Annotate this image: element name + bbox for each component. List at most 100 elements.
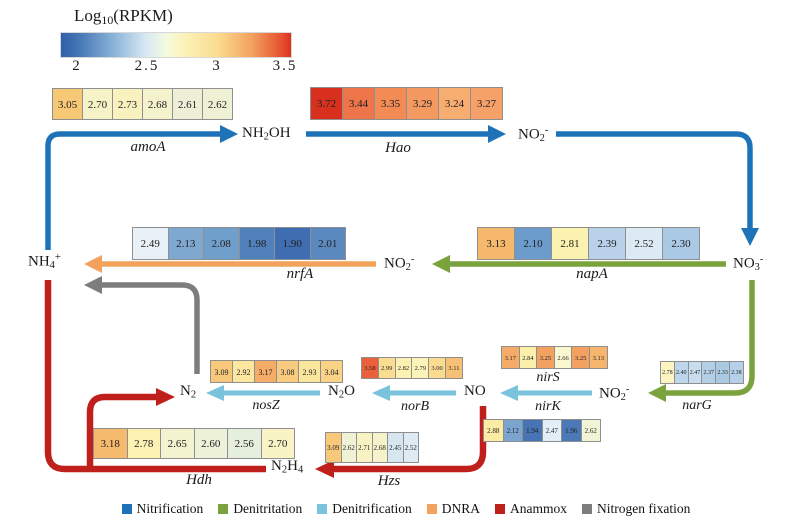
arrow-nirS-nirK-head (500, 385, 518, 401)
species-no2-mid: NO2- (384, 254, 415, 273)
heatmap-cell: 2.93 (298, 360, 321, 383)
napA-heatmap-strip: 3.13 2.10 2.81 2.39 2.52 2.30 (477, 227, 700, 260)
species-nh2oh: NH2OH (242, 125, 291, 143)
legend-item-dnra: DNRA (426, 501, 481, 517)
arrow-Hzs-head (315, 460, 334, 478)
legend-item-nitrogen_fixation: Nitrogen fixation (582, 501, 690, 517)
species-n2h4: N2H4 (271, 458, 304, 476)
heatmap-cell: 2.49 (132, 227, 169, 260)
heatmap-cell: 2.81 (551, 227, 589, 260)
heatmap-cell: 3.09 (325, 432, 342, 463)
arrow-narG-line (666, 280, 755, 396)
nirK-heatmap-strip: 2.88 2.12 1.94 2.47 1.96 2.62 (483, 419, 601, 442)
heatmap-cell: 2.79 (411, 357, 430, 379)
legend-label-dnra: DNRA (441, 501, 481, 516)
species-n2: N2 (180, 383, 197, 401)
heatmap-cell: 1.94 (522, 419, 543, 442)
arrow-nitrogen-fixation-line (102, 282, 200, 374)
Hao-heatmap-strip: 3.72 3.44 3.35 3.29 3.24 3.27 (310, 87, 503, 120)
species-no: NO (464, 383, 486, 399)
legend-item-denitrification: Denitrification (317, 501, 412, 517)
heatmap-cell: 2.39 (588, 227, 626, 260)
heatmap-cell: 1.98 (238, 227, 275, 260)
legend-swatch-anammox (495, 504, 506, 514)
heatmap-cell: 2.78 (660, 361, 675, 384)
Hdh-gene-label: Hdh (186, 472, 212, 488)
arrow-Hdh-line (86, 393, 156, 470)
arrow-amoA-line (45, 131, 220, 250)
amoA-gene-label: amoA (130, 139, 166, 155)
nosZ-gene-label: nosZ (252, 398, 280, 413)
nirK-gene-label: nirK (535, 399, 561, 414)
species-no2-top: NO2- (518, 125, 549, 144)
legend-swatch-denitrification (317, 504, 328, 514)
narG-gene-label: narG (682, 398, 712, 413)
heatmap-cell: 2.60 (193, 428, 228, 459)
nirS-gene-label: nirS (536, 370, 560, 385)
heatmap-cell: 3.29 (406, 87, 439, 120)
heatmap-cell: 2.92 (232, 360, 255, 383)
colorbar-tick-2: 2 (72, 58, 82, 74)
heatmap-cell: 2.65 (160, 428, 195, 459)
heatmap-cell: 2.62 (202, 88, 233, 120)
heatmap-cell: 3.44 (342, 87, 375, 120)
colorbar-gradient (60, 32, 292, 58)
species-n2o: N2O (328, 383, 355, 401)
heatmap-cell: 2.73 (112, 88, 143, 120)
legend-label-nitrogen_fixation: Nitrogen fixation (597, 501, 691, 516)
arrow-nh4-to-n2h4-line (44, 280, 266, 473)
heatmap-cell: 2.82 (394, 357, 413, 379)
narG-heatmap-strip: 2.78 2.40 2.47 2.37 2.33 2.38 (660, 361, 744, 384)
heatmap-cell: 2.13 (167, 227, 204, 260)
legend-swatch-dnra (426, 504, 437, 514)
arrow-narG-head (648, 384, 666, 402)
heatmap-cell: 3.13 (588, 346, 608, 369)
arrow-napA-head (432, 255, 450, 273)
nosZ-heatmap-strip: 3.09 2.92 3.17 3.08 2.93 3.04 (210, 360, 343, 383)
colorbar-title: Log10(RPKM) (74, 6, 173, 27)
arrow-nosZ-head (206, 385, 224, 401)
heatmap-cell: 3.08 (276, 360, 299, 383)
arrow-amoA-head (220, 125, 238, 143)
arrow-Hdh-head (156, 388, 175, 406)
heatmap-cell: 2.68 (142, 88, 173, 120)
heatmap-cell: 2.47 (541, 419, 562, 442)
nrfA-heatmap-strip: 2.49 2.13 2.08 1.98 1.90 2.01 (132, 227, 346, 260)
arrow-nitrogen-fixation-head (84, 276, 102, 294)
heatmap-cell: 1.90 (274, 227, 311, 260)
arrow-no2-to-no3-head (741, 228, 759, 246)
heatmap-cell: 2.99 (377, 357, 396, 379)
arrow-nrfA-head (84, 255, 102, 273)
heatmap-cell: 2.66 (553, 346, 573, 369)
arrow-norB-head (372, 385, 390, 401)
heatmap-cell: 2.71 (356, 432, 373, 463)
heatmap-cell: 2.30 (662, 227, 700, 260)
legend-item-anammox: Anammox (495, 501, 567, 517)
colorbar-tick-2-5: 2.5 (134, 58, 160, 74)
heatmap-cell: 3.25 (536, 346, 555, 369)
nrfA-gene-label: nrfA (286, 266, 314, 282)
nirS-heatmap-strip: 3.17 2.84 3.25 2.66 3.25 3.13 (501, 346, 608, 369)
heatmap-cell: 2.37 (701, 361, 717, 384)
heatmap-cell: 3.35 (374, 87, 407, 120)
heatmap-cell: 3.13 (477, 227, 515, 260)
legend-label-denitrification: Denitrification (332, 501, 412, 516)
norB-gene-label: norB (401, 399, 429, 414)
heatmap-cell: 3.27 (470, 87, 503, 120)
species-no3: NO3- (733, 254, 764, 273)
heatmap-cell: 2.70 (82, 88, 113, 120)
heatmap-cell: 3.05 (52, 88, 83, 120)
legend-item-denitritation: Denitritation (218, 501, 302, 517)
species-nh4: NH4+ (28, 252, 61, 271)
heatmap-cell: 2.01 (309, 227, 346, 260)
heatmap-cell: 3.25 (571, 346, 590, 369)
legend-label-anammox: Anammox (510, 501, 568, 516)
heatmap-cell: 3.24 (438, 87, 471, 120)
legend-item-nitrification: Nitrification (121, 501, 203, 517)
heatmap-cell: 2.84 (518, 346, 538, 369)
heatmap-cell: 3.17 (254, 360, 277, 383)
Hzs-gene-label: Hzs (377, 473, 401, 489)
heatmap-cell: 2.62 (340, 432, 357, 463)
heatmap-cell: 2.52 (625, 227, 663, 260)
